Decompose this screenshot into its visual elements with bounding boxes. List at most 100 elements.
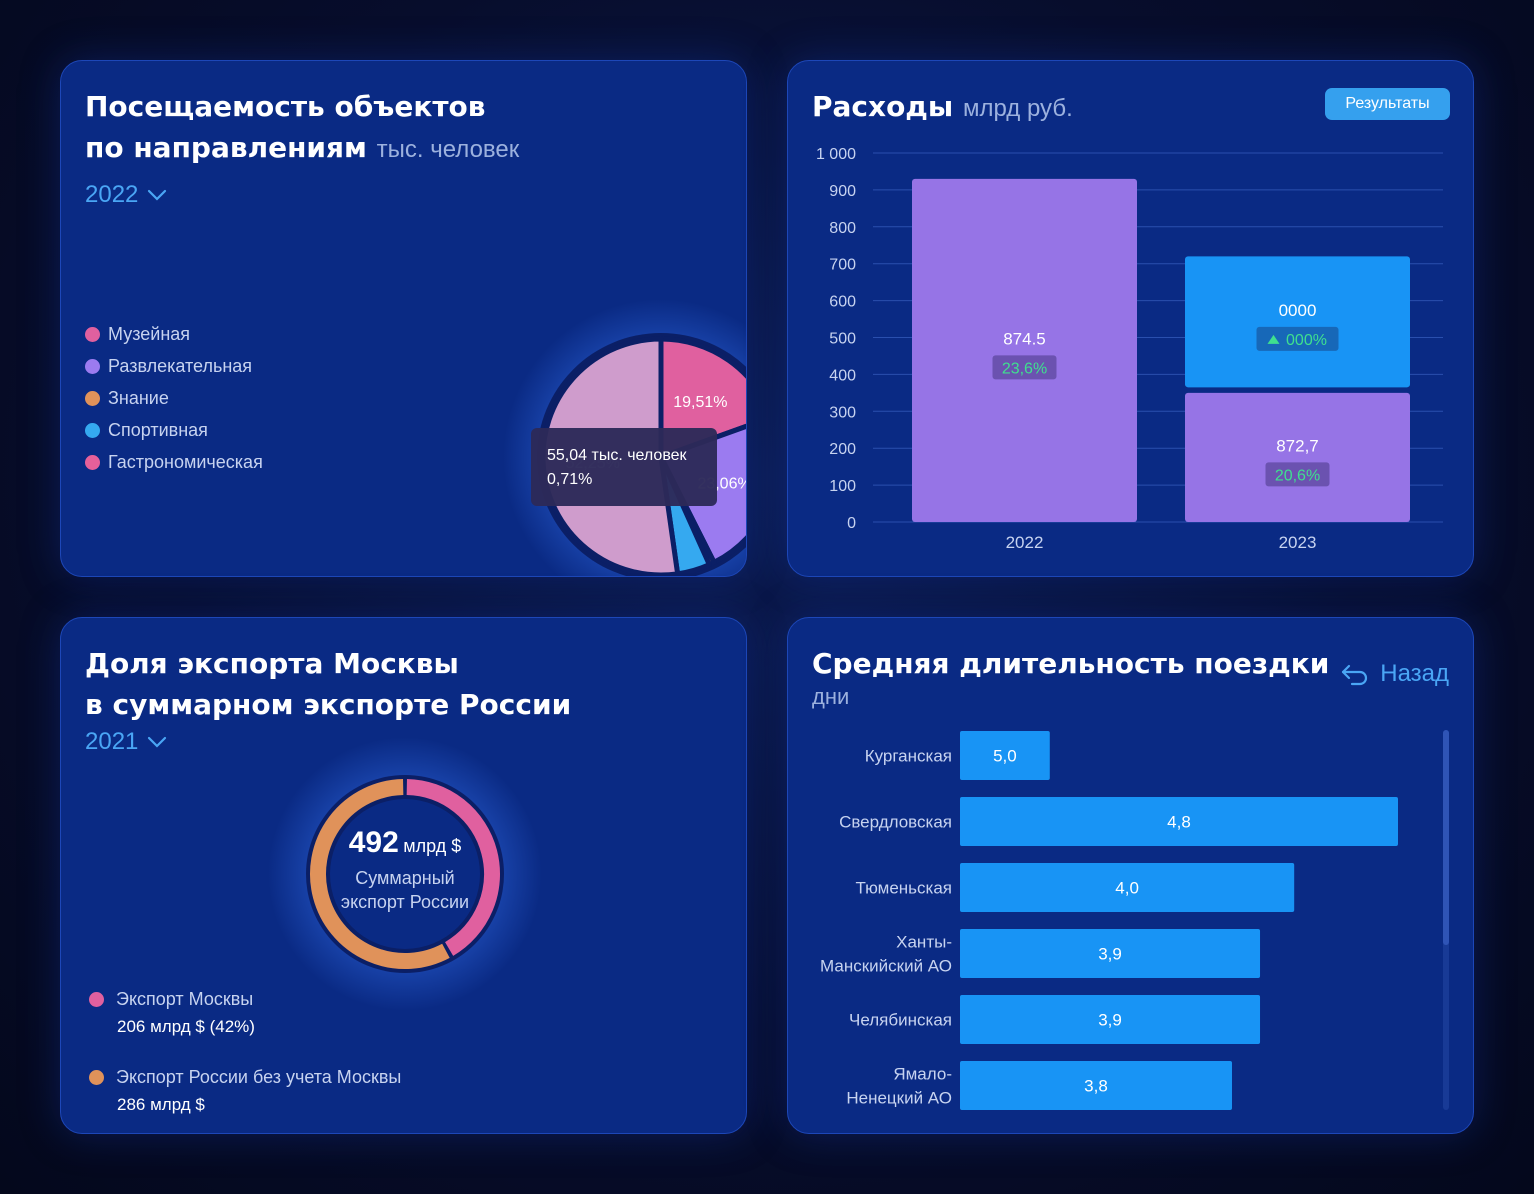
attendance-tooltip: 55,04 тыс. человек 0,71% [531,428,717,506]
bar-badge-label: 23,6% [1002,360,1047,377]
x-tick-label: 2023 [1279,533,1317,552]
legend-label: Знание [108,387,169,408]
legend-dot [85,390,100,406]
attendance-title-line2: по направлениям [85,131,367,164]
tooltip-line2: 0,71% [547,471,593,488]
bar-value-label: 874.5 [1003,329,1046,348]
y-tick-label: 300 [829,404,856,421]
legend-item[interactable]: Спортивная [85,414,263,446]
y-tick-label: 200 [829,441,856,458]
attendance-card: Посещаемость объектов по направлениям ты… [60,60,747,577]
legend-dot [85,422,100,438]
export-legend-value: 286 млрд $ [117,1095,205,1114]
attendance-year-select[interactable]: 2022 [85,181,168,209]
export-legend-label: Экспорт России без учета Москвы [116,1066,402,1087]
y-tick-label: 0 [847,515,856,532]
donut-hole [330,799,480,949]
results-button[interactable]: Результаты [1325,88,1450,120]
trip-region-label: Ханты- [896,933,952,952]
export-legend-item[interactable]: Экспорт России без учета Москвы 286 млрд … [89,1064,401,1120]
export-total-value: 492 [348,826,399,859]
legend-item[interactable]: Знание [85,382,263,414]
expenses-bar-chart: 0 100 200 300 400 500 600 700 800 900 1 000 874.5 23… [816,146,1443,552]
export-title-line2: в суммарном экспорте России [85,688,572,721]
tooltip-line1: 55,04 тыс. человек [547,447,687,464]
y-tick-label: 600 [829,294,856,311]
legend-dot [85,326,100,342]
bar-badge-label: 000% [1286,332,1327,349]
expenses-unit: млрд руб. [963,95,1073,122]
trip-bar[interactable] [960,1061,1232,1110]
trip-bar-chart: 5,0 Курганская 4,8 Свердловская 4,0 Тюменьска… [820,731,1398,1110]
trip-region-label: Свердловская [839,813,952,832]
attendance-title-line1: Посещаемость объектов [85,90,486,123]
trip-bar[interactable] [960,995,1261,1044]
export-legend-value: 206 млрд $ (42%) [117,1017,255,1036]
export-card: Доля экспорта Москвы в суммарном экспорт… [60,617,747,1134]
bar-badge [1265,462,1330,487]
legend-label: Музейная [108,323,191,344]
trip-region-label: Манскийский АО [820,957,952,976]
y-tick-label: 400 [829,367,856,384]
export-title: Доля экспорта Москвы в суммарном экспорт… [85,643,571,725]
expenses-card: Расходы млрд руб. Результаты 0 100 200 300 4… [787,60,1474,577]
export-year-value: 2021 [85,728,139,755]
trip-bar-value: 3,9 [1098,945,1122,964]
trip-bar-value: 5,0 [993,747,1017,766]
y-tick-label: 100 [829,478,856,495]
bar-segment[interactable] [1185,256,1410,388]
pie-slice[interactable] [658,336,747,460]
legend-label: Развлекательная [108,355,253,376]
bar-segment[interactable] [912,178,1137,522]
return-arrow-icon [1342,664,1368,686]
donut-segment[interactable] [406,779,500,956]
attendance-legend: Музейная Развлекательная Знание Спортивная Г… [85,318,263,478]
export-year-select[interactable]: 2021 [85,728,168,756]
arrow-up-icon [1267,334,1280,344]
attendance-year-value: 2022 [85,181,139,208]
y-tick-label: 500 [829,331,856,348]
scrollbar[interactable] [1443,730,1449,1110]
trip-bar[interactable] [960,797,1398,846]
y-tick-label: 700 [829,257,856,274]
legend-dot [89,1069,104,1085]
trip-bar[interactable] [960,731,1050,780]
trip-bar-value: 3,9 [1098,1011,1122,1030]
scroll-thumb[interactable] [1443,730,1449,945]
legend-item[interactable]: Развлекательная [85,350,263,382]
trip-region-label: Челябинская [849,1011,952,1030]
x-tick-label: 2022 [1006,533,1044,552]
export-total-unit: млрд $ [403,836,462,856]
export-center-label-2: экспорт России [340,892,470,912]
bar-badge [992,355,1057,380]
expenses-title-text: Расходы [812,90,954,123]
trip-region-label: Курганская [865,747,952,766]
chevron-down-icon [148,736,167,748]
legend-item[interactable]: Гастрономическая [85,446,263,478]
legend-item[interactable]: Музейная [85,318,263,350]
attendance-title: Посещаемость объектов по направлениям ты… [85,86,519,170]
trip-card: Средняя длительность поездки дни Назад 5… [787,617,1474,1134]
bar-badge [1256,326,1339,351]
pie-slice-label: 19,51% [673,394,727,411]
y-tick-label: 1 000 [816,146,856,163]
donut-segment[interactable] [310,779,450,969]
y-tick-label: 800 [829,220,856,237]
trip-bar-value: 3,8 [1084,1077,1108,1096]
export-donut-center: 492 млрд $ Суммарный экспорт России [305,826,505,914]
legend-dot [85,358,100,374]
trip-bar[interactable] [960,929,1261,978]
trip-region-label: Ненецкий АО [846,1089,952,1108]
back-button[interactable]: Назад [1340,660,1449,688]
attendance-unit: тыс. человек [376,136,520,163]
trip-region-label: Тюменьская [855,879,952,898]
trip-region-label: Ямало- [893,1065,952,1084]
legend-dot [89,991,104,1007]
export-title-line1: Доля экспорта Москвы [85,647,459,680]
bar-value-label: 872,7 [1276,436,1319,455]
legend-dot [85,454,100,470]
bar-badge-label: 20,6% [1275,467,1320,484]
bar-segment[interactable] [1185,392,1410,522]
export-legend-item[interactable]: Экспорт Москвы 206 млрд $ (42%) [89,986,401,1042]
trip-bar[interactable] [960,863,1295,912]
